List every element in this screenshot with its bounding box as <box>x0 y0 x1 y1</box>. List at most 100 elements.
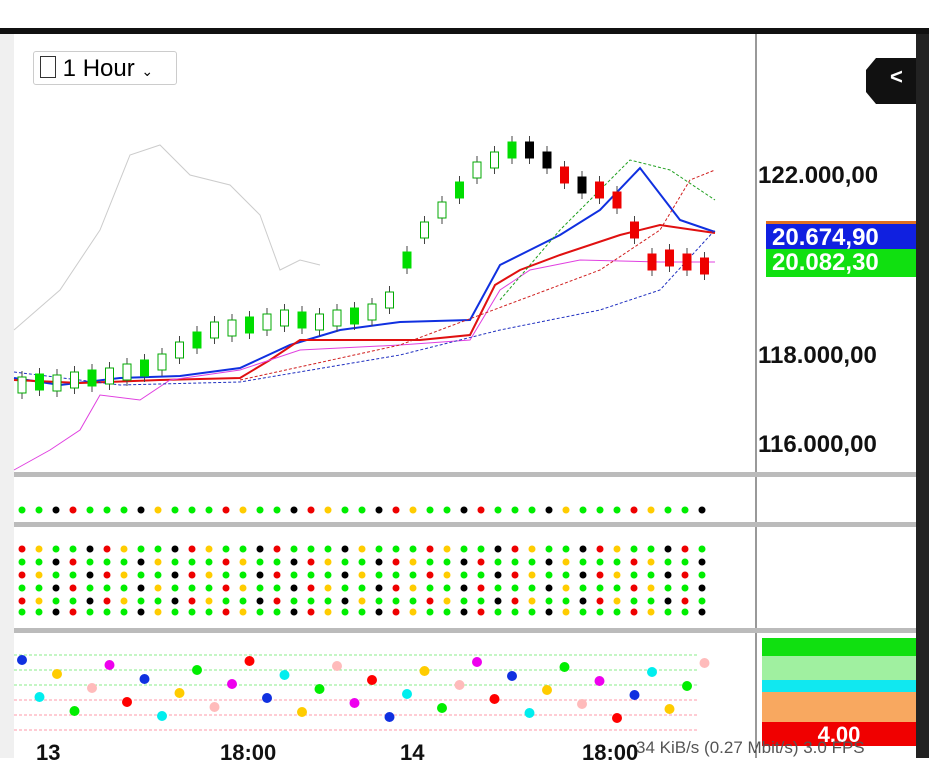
indicator-dot <box>87 683 97 693</box>
signal-dot <box>477 584 485 592</box>
signal-dot <box>596 545 604 553</box>
signal-dot <box>120 584 128 592</box>
signal-dot <box>69 571 77 579</box>
signal-dot <box>69 597 77 605</box>
signal-dot <box>256 597 264 605</box>
signal-dot <box>630 545 638 553</box>
dashed-line <box>499 159 716 301</box>
signal-dot <box>596 597 604 605</box>
signal-dot <box>664 571 672 579</box>
signal-dot <box>256 584 264 592</box>
signal-dot <box>460 545 468 553</box>
signal-dot <box>613 608 621 616</box>
signal-dot <box>545 608 553 616</box>
signal-dot <box>613 558 621 566</box>
signal-dot <box>290 584 298 592</box>
signal-dot <box>460 558 468 566</box>
signal-dot <box>86 608 94 616</box>
candle-body <box>577 176 587 194</box>
collapse-button-bg[interactable] <box>866 58 916 104</box>
signal-dot <box>528 608 536 616</box>
signal-dot <box>494 597 502 605</box>
signal-dot <box>86 584 94 592</box>
indicator-dot <box>332 661 342 671</box>
time-label: 18:00 <box>582 740 639 765</box>
candle-body <box>70 371 79 389</box>
signal-dot <box>307 558 315 566</box>
signal-dot <box>290 545 298 553</box>
candle-body <box>35 373 44 391</box>
signal-dot <box>154 597 162 605</box>
signal-dot <box>341 545 349 553</box>
indicator-dot <box>629 690 640 700</box>
time-label: 13 <box>36 740 61 765</box>
timeframe-select[interactable]: 1 Hour ⌄ <box>33 51 177 85</box>
signal-dot <box>528 597 536 605</box>
signal-dot <box>18 597 26 605</box>
signal-dot <box>324 584 332 592</box>
signal-dot <box>477 571 485 579</box>
signal-dot <box>562 558 570 566</box>
signal-dot <box>494 608 502 616</box>
signal-dot <box>205 558 213 566</box>
signal-dot <box>35 545 43 553</box>
candle-body <box>122 363 132 381</box>
signal-dot <box>511 571 519 579</box>
pane-separator <box>14 628 916 633</box>
signal-dot <box>307 571 315 579</box>
signal-dot <box>239 597 247 605</box>
signal-dot <box>409 608 417 616</box>
candle-body <box>210 321 219 339</box>
signal-dot <box>664 506 672 514</box>
signal-dot <box>681 597 689 605</box>
signal-dot <box>35 597 43 605</box>
signal-dot <box>528 584 536 592</box>
signal-dot <box>511 558 519 566</box>
signal-dot <box>443 597 451 605</box>
signal-dot <box>52 506 60 514</box>
signal-dot <box>664 597 672 605</box>
signal-dot <box>188 571 196 579</box>
candle-body <box>455 181 464 199</box>
signal-dot <box>35 506 43 514</box>
signal-dot <box>86 506 94 514</box>
candle-body <box>682 253 692 271</box>
signal-dot <box>562 545 570 553</box>
dashed-line <box>13 229 716 386</box>
signal-dot <box>426 545 434 553</box>
signal-dot <box>120 597 128 605</box>
signal-dot <box>222 608 230 616</box>
signal-dot <box>171 608 179 616</box>
signal-dot <box>613 597 621 605</box>
signal-dot <box>239 571 247 579</box>
candle-body <box>245 316 254 334</box>
candle-body <box>437 201 447 219</box>
candle-body <box>612 191 622 209</box>
indicator-dot <box>472 657 482 667</box>
signal-dot <box>171 584 179 592</box>
signal-dot <box>18 584 26 592</box>
indicator-dot <box>209 702 220 712</box>
signal-dot <box>698 545 706 553</box>
candle-body <box>665 249 674 267</box>
signal-dot <box>18 558 26 566</box>
signal-dot <box>596 608 604 616</box>
collapse-arrow[interactable]: < <box>890 64 903 89</box>
signal-dot <box>324 558 332 566</box>
signal-dot <box>375 571 383 579</box>
candle-body <box>472 161 482 179</box>
signal-dot <box>171 506 179 514</box>
signal-dot <box>477 597 485 605</box>
dropdown-caret: ⌄ <box>141 63 154 79</box>
signal-dot <box>341 608 349 616</box>
signal-dot <box>256 545 264 553</box>
signal-dot <box>154 506 162 514</box>
signal-dot <box>579 608 587 616</box>
signal-dot <box>596 584 604 592</box>
signal-dot <box>137 608 145 616</box>
signal-dot <box>154 545 162 553</box>
signal-dot <box>307 608 315 616</box>
signal-dot <box>613 584 621 592</box>
signal-dot <box>154 584 162 592</box>
